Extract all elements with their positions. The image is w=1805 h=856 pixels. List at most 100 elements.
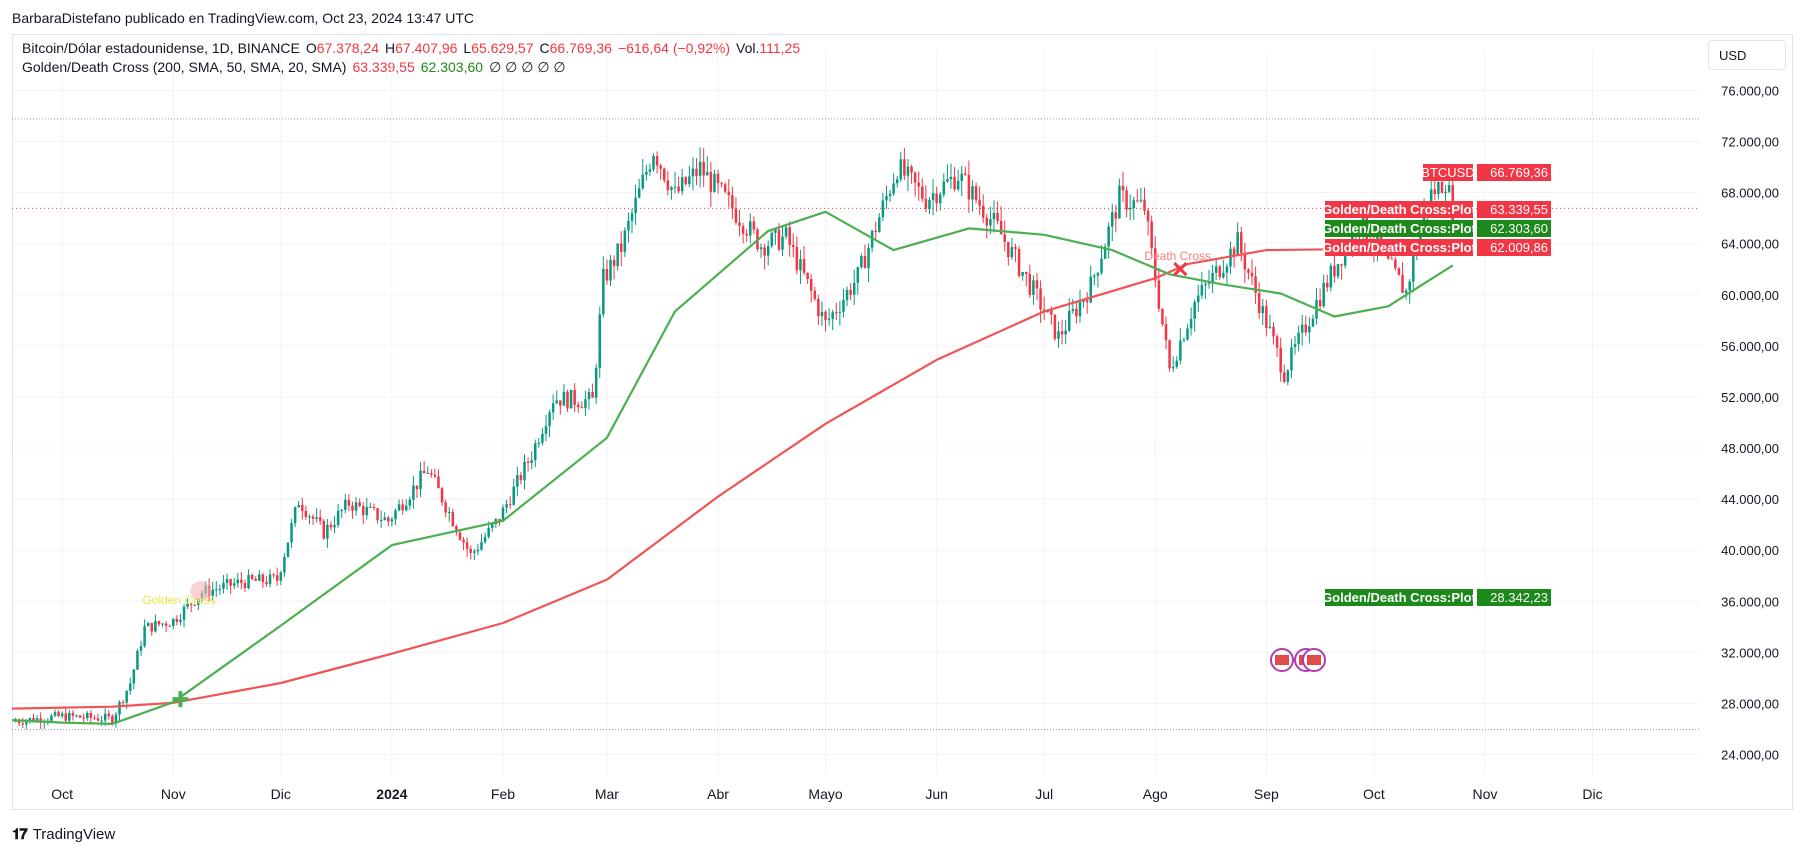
price-tick-label: 56.000,00 (1721, 339, 1779, 354)
candle-body (713, 173, 716, 192)
candle-body (609, 259, 612, 281)
candle-body (637, 188, 641, 198)
candle-body (1275, 336, 1279, 348)
candle-body (465, 542, 469, 549)
candle-body (483, 536, 487, 543)
candle-body (541, 433, 544, 444)
candle-body (602, 268, 605, 315)
candle-body (1329, 265, 1333, 288)
candle-body (412, 485, 415, 500)
candle-body (573, 389, 576, 405)
candle-body (716, 173, 720, 184)
candle-body (1050, 309, 1053, 315)
candle-body (1139, 199, 1143, 202)
candle-body (1146, 210, 1150, 222)
time-tick-label: Mar (595, 786, 619, 802)
candle-body (856, 267, 860, 283)
candle-body (1297, 332, 1300, 345)
candle-body (275, 575, 279, 581)
candle-body (863, 256, 867, 269)
candle-body (232, 583, 236, 586)
candle-body (197, 598, 200, 605)
candle-body (885, 195, 888, 201)
candle-body (895, 179, 899, 184)
candle-body (68, 712, 71, 721)
time-tick-label: Feb (491, 786, 515, 802)
footer-brand[interactable]: TradingView (32, 826, 116, 843)
candle-body (32, 717, 35, 722)
candle-body (1096, 272, 1100, 276)
candle-body (1193, 302, 1196, 319)
candle-body (720, 183, 723, 185)
time-tick-label: Dic (1582, 786, 1602, 802)
price-label-name-bg (1325, 589, 1473, 606)
candle-body (336, 510, 340, 526)
candle-body (1118, 185, 1121, 219)
candle-body (630, 213, 634, 221)
candle-body (831, 312, 834, 319)
price-label-value-bg (1477, 220, 1551, 237)
indicator-value-ma50: 62.303,60 (420, 59, 484, 75)
candle-body (1017, 248, 1021, 276)
candle-body (655, 155, 659, 166)
candle-body (1408, 281, 1411, 291)
candle-body (78, 715, 82, 718)
candle-body (1243, 252, 1247, 270)
symbol-title[interactable]: Bitcoin/Dólar estadounidense, 1D, BINANC… (22, 40, 300, 56)
candle-body (1010, 247, 1014, 258)
candle-body (498, 518, 501, 522)
candle-body (369, 506, 372, 508)
candle-body (1175, 360, 1179, 367)
candle-body (1290, 347, 1293, 371)
us-flag-icon (1275, 655, 1289, 665)
candle-body (329, 524, 333, 528)
candle-body (401, 504, 404, 511)
candle-body (996, 212, 999, 222)
candle-body (688, 176, 691, 185)
candle-body (93, 717, 96, 719)
price-label-value: 63.339,55 (1490, 202, 1548, 217)
ma50-line (11, 210, 1454, 726)
price-label-name: Golden/Death Cross:Plot (1322, 240, 1477, 255)
candle-body (1078, 301, 1082, 317)
candle-body (211, 589, 214, 596)
candle-body (1225, 266, 1229, 273)
candle-body (1247, 269, 1250, 273)
time-tick-label: Jun (925, 786, 948, 802)
candle-body (100, 720, 103, 722)
candle-body (759, 247, 763, 250)
price-tick-label: 48.000,00 (1721, 441, 1779, 456)
tradingview-logo-icon[interactable]: 𝟏𝟕 (12, 826, 28, 843)
candle-body (326, 524, 329, 539)
candle-body (910, 166, 913, 173)
candle-body (279, 572, 283, 581)
candle-body (1283, 372, 1286, 382)
candle-body (709, 171, 713, 192)
candle-body (1412, 255, 1415, 282)
candle-body (741, 226, 745, 234)
candle-body (1103, 246, 1107, 259)
candle-body (490, 524, 494, 528)
candle-body (641, 174, 645, 189)
price-label-name: Golden/Death Cross:Plot (1322, 221, 1477, 236)
candle-body (1343, 247, 1347, 266)
candle-body (680, 177, 684, 192)
candle-body (315, 517, 318, 519)
candle-body (358, 502, 361, 507)
us-flag-icon (1307, 655, 1321, 665)
price-tick-label: 36.000,00 (1721, 594, 1779, 609)
candle-body (795, 246, 799, 271)
candle-body (974, 186, 978, 201)
candle-body (1168, 340, 1171, 369)
indicator-title[interactable]: Golden/Death Cross (200, SMA, 50, SMA, 2… (22, 59, 347, 75)
price-label-value-bg (1477, 164, 1551, 181)
candle-body (806, 272, 809, 279)
candle-body (878, 217, 881, 233)
candle-body (139, 646, 143, 651)
indicator-legend: Golden/Death Cross (200, SMA, 50, SMA, 2… (22, 59, 572, 76)
price-label-value: 28.342,23 (1490, 590, 1548, 605)
candle-body (928, 200, 931, 209)
currency-button[interactable]: USD (1708, 40, 1786, 70)
candle-body (268, 574, 272, 585)
